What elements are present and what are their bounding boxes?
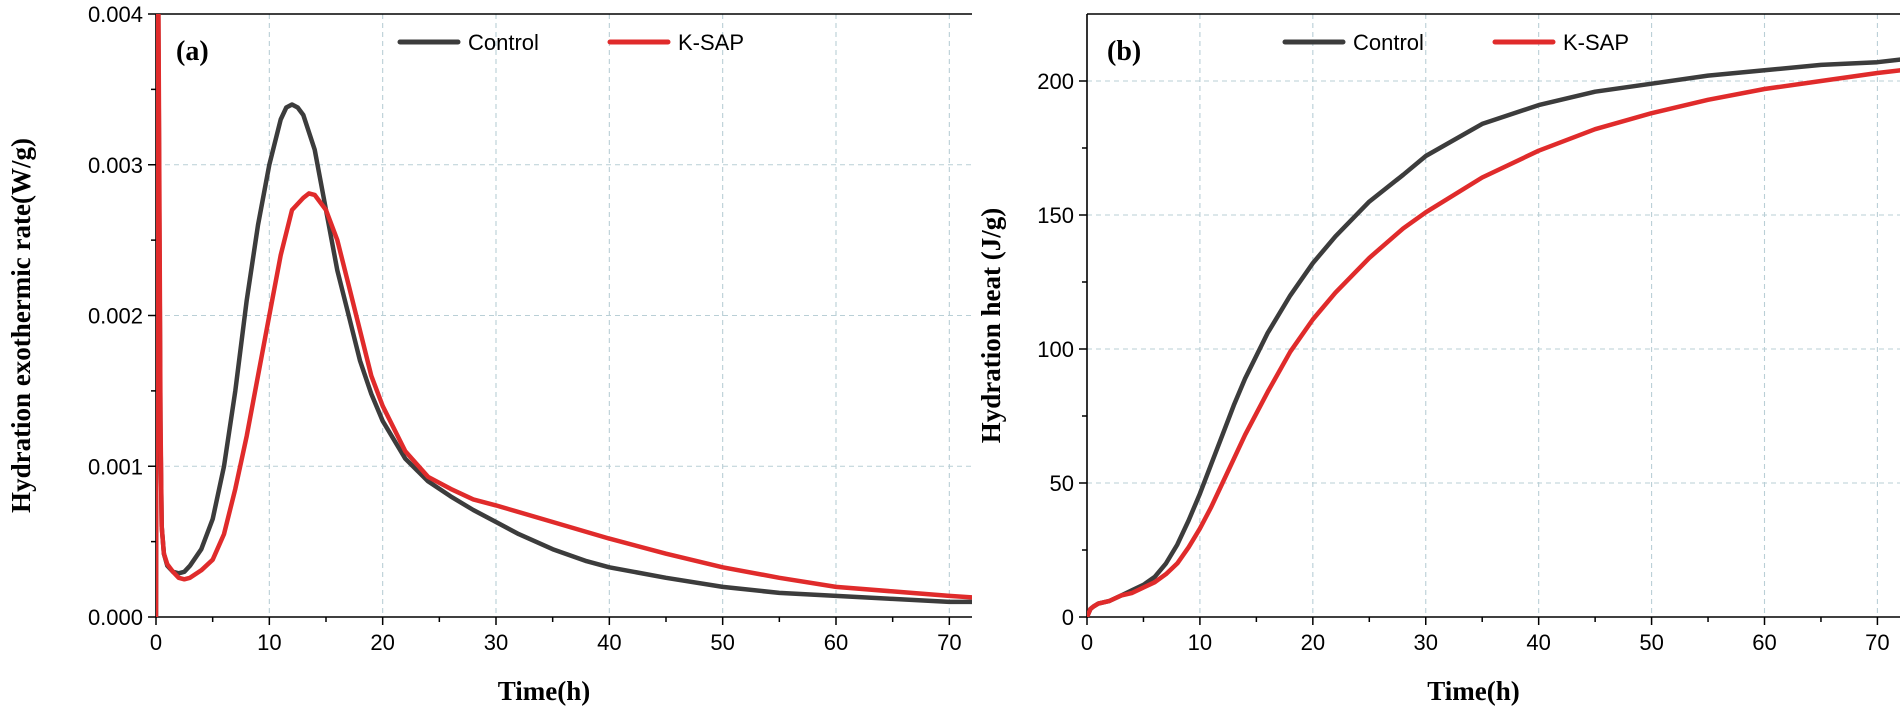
y-axis-title: Hydration exothermic rate(W/g): [6, 138, 36, 513]
y-tick-label: 0: [1062, 605, 1074, 630]
y-tick-label: 50: [1050, 471, 1074, 496]
y-tick-label: 0.002: [88, 304, 143, 329]
legend: Control K-SAP: [1282, 30, 1629, 55]
series-group: [1087, 57, 1900, 617]
series-line-control: [1087, 57, 1900, 617]
legend-label-control: Control: [1353, 30, 1424, 55]
x-tick-label: 30: [484, 630, 508, 655]
panel-a: 0 10 20 30 40 50 60 70 0.000 0.001 0.002 0.003 0.004…: [6, 2, 972, 706]
y-tick-label: 200: [1037, 69, 1074, 94]
legend-label-k-sap: K-SAP: [1563, 30, 1629, 55]
series-line-k-sap: [1087, 68, 1900, 617]
x-tick-label: 50: [710, 630, 734, 655]
x-tick-label: 40: [1526, 630, 1550, 655]
y-tick-label: 150: [1037, 203, 1074, 228]
panel-label: (a): [176, 36, 209, 67]
x-tick-label: 20: [1301, 630, 1325, 655]
x-axis-title: Time(h): [498, 676, 591, 706]
y-tick-label: 100: [1037, 337, 1074, 362]
x-tick-label: 30: [1414, 630, 1438, 655]
x-tick-label: 60: [1752, 630, 1776, 655]
x-tick-label: 0: [1081, 630, 1093, 655]
x-tick-label: 10: [257, 630, 281, 655]
x-tick-label: 50: [1639, 630, 1663, 655]
y-tick-label: 0.004: [88, 2, 143, 27]
series-group: [156, 14, 972, 617]
x-tick-label: 20: [370, 630, 394, 655]
x-tick-label: 40: [597, 630, 621, 655]
y-tick-label: 0.000: [88, 605, 143, 630]
series-line-k-sap: [156, 14, 972, 617]
x-tick-label: 10: [1188, 630, 1212, 655]
x-tick-label: 70: [937, 630, 961, 655]
y-axis-title: Hydration heat (J/g): [976, 208, 1006, 444]
y-tick-label: 0.001: [88, 454, 143, 479]
legend-label-k-sap: K-SAP: [678, 30, 744, 55]
x-tick-label: 60: [824, 630, 848, 655]
panel-label: (b): [1107, 36, 1141, 67]
panel-b: 0 10 20 30 40 50 60 70 0 50 100 150 200 Time(h) Hydrat…: [976, 13, 1900, 706]
x-tick-label: 70: [1865, 630, 1889, 655]
x-axis-title: Time(h): [1427, 676, 1520, 706]
legend-label-control: Control: [468, 30, 539, 55]
x-tick-label: 0: [150, 630, 162, 655]
legend: Control K-SAP: [397, 30, 744, 55]
y-tick-label: 0.003: [88, 153, 143, 178]
